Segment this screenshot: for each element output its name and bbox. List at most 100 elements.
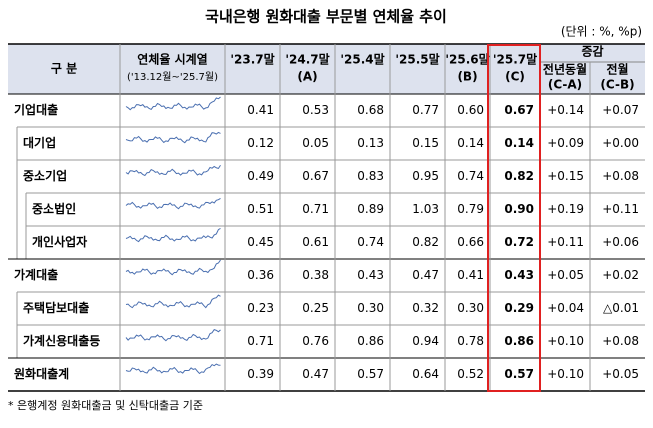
- cell: 0.71: [247, 334, 274, 348]
- row-label: 중소기업: [23, 168, 67, 183]
- header-column: (C-B): [600, 78, 634, 92]
- cell: 0.94: [412, 334, 439, 348]
- cell: 0.36: [247, 268, 274, 282]
- header-column: (A): [297, 70, 317, 84]
- cell: +0.15: [547, 169, 584, 183]
- cell: 0.57: [504, 367, 534, 381]
- cell: 0.49: [247, 169, 274, 183]
- row-label: 개인사업자: [32, 234, 87, 249]
- cell: 0.67: [302, 169, 329, 183]
- cell: +0.02: [602, 268, 639, 282]
- cell: +0.00: [602, 136, 639, 150]
- cell: 0.53: [302, 103, 329, 117]
- cell: 0.15: [412, 136, 439, 150]
- highlight-box: [487, 44, 541, 392]
- cell: 0.66: [457, 235, 484, 249]
- cell: +0.19: [547, 202, 584, 216]
- cell: 0.52: [457, 367, 484, 381]
- cell: 0.05: [302, 136, 329, 150]
- cell: 0.83: [357, 169, 384, 183]
- sparkline: [125, 228, 221, 243]
- cell: 0.47: [412, 268, 439, 282]
- cell: 0.71: [302, 202, 329, 216]
- title: 국내은행 원화대출 부문별 연체율 추이: [205, 8, 447, 26]
- cell: 0.32: [412, 301, 439, 315]
- cell: +0.08: [602, 169, 639, 183]
- header-column: '24.7말: [285, 53, 329, 67]
- cell: +0.10: [547, 367, 584, 381]
- header-column: '25.4말: [340, 53, 384, 67]
- header-series: ('13.12월~'25.7월): [127, 71, 218, 83]
- cell: 0.77: [412, 103, 439, 117]
- footnote: * 은행계정 원화대출금 및 신탁대출금 기준: [8, 399, 203, 412]
- cell: 0.86: [357, 334, 384, 348]
- header-column: '23.7말: [230, 53, 274, 67]
- cell: 0.82: [504, 169, 534, 183]
- cell: 0.25: [302, 301, 329, 315]
- cell: 1.03: [412, 202, 439, 216]
- cell: 0.14: [457, 136, 484, 150]
- cell: +0.11: [602, 202, 639, 216]
- cell: 0.64: [412, 367, 439, 381]
- cell: +0.14: [547, 103, 584, 117]
- header-column: '25.7말: [493, 53, 537, 67]
- cell: 0.43: [357, 268, 384, 282]
- row-label: 가계신용대출등: [23, 333, 100, 348]
- header-column: '25.6말: [445, 53, 489, 67]
- cell: 0.39: [247, 367, 274, 381]
- cell: 0.74: [357, 235, 384, 249]
- header-column: '25.5말: [395, 53, 439, 67]
- cell: +0.05: [547, 268, 584, 282]
- header-series: 연체율 시계열: [137, 52, 207, 67]
- cell: 0.79: [457, 202, 484, 216]
- header-column: (B): [457, 70, 477, 84]
- header-category: 구 분: [51, 62, 77, 76]
- cell: 0.60: [457, 103, 484, 117]
- header-column: (C): [505, 70, 525, 84]
- cell: 0.57: [357, 367, 384, 381]
- cell: 0.30: [457, 301, 484, 315]
- cell: 0.41: [457, 268, 484, 282]
- sparkline: [125, 363, 221, 375]
- cell: △0.01: [603, 301, 639, 315]
- sparkline: [125, 164, 221, 177]
- header-column: (C-A): [548, 78, 582, 92]
- row-label: 기업대출: [14, 102, 58, 117]
- cell: 0.76: [302, 334, 329, 348]
- header-bg: [8, 44, 645, 94]
- sparkline: [125, 328, 221, 342]
- cell: 0.43: [504, 268, 534, 282]
- cell: 0.74: [457, 169, 484, 183]
- cell: 0.68: [357, 103, 384, 117]
- cell: 0.61: [302, 235, 329, 249]
- cell: 0.82: [412, 235, 439, 249]
- sparkline: [125, 96, 221, 111]
- header-group: 증감: [581, 44, 603, 59]
- cell: 0.13: [357, 136, 384, 150]
- sparkline: [125, 131, 221, 144]
- cell: 0.90: [504, 202, 534, 216]
- row-label: 중소법인: [32, 201, 76, 216]
- cell: 0.38: [302, 268, 329, 282]
- cell: 0.51: [247, 202, 274, 216]
- cell: +0.07: [602, 103, 639, 117]
- cell: +0.10: [547, 334, 584, 348]
- header-column: 전월: [606, 62, 628, 77]
- row-label: 가계대출: [14, 267, 58, 282]
- cell: 0.41: [247, 103, 274, 117]
- cell: 0.86: [504, 334, 534, 348]
- cell: 0.12: [247, 136, 274, 150]
- row-label: 주택담보대출: [23, 300, 89, 315]
- sparkline: [125, 294, 221, 309]
- cell: 0.30: [357, 301, 384, 315]
- cell: 0.78: [457, 334, 484, 348]
- unit: (단위 : %, %p): [561, 25, 642, 39]
- cell: 0.72: [504, 235, 534, 249]
- row-label: 원화대출계: [14, 366, 69, 381]
- cell: +0.08: [602, 334, 639, 348]
- cell: +0.09: [547, 136, 584, 150]
- cell: +0.05: [602, 367, 639, 381]
- sparkline: [125, 197, 221, 210]
- cell: +0.11: [547, 235, 584, 249]
